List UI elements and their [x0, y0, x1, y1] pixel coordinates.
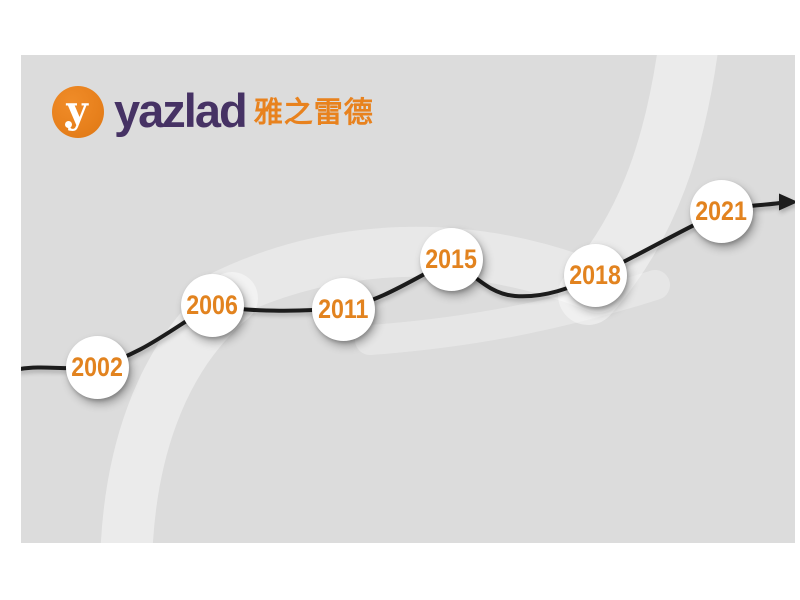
arrow-right-icon — [779, 193, 795, 211]
swirl-middle — [189, 226, 623, 325]
swirl-middle-lower — [355, 270, 670, 355]
milestone-node-6: 2021 — [690, 180, 753, 243]
milestone-year: 2011 — [318, 294, 369, 324]
milestone-node-1: 2002 — [66, 336, 129, 399]
logo-dot — [65, 121, 72, 128]
milestone-node-2: 2006 — [181, 274, 244, 337]
milestone-year: 2015 — [425, 244, 478, 274]
milestone-year: 2018 — [569, 260, 622, 290]
milestone-year: 2002 — [71, 352, 124, 382]
brand-name: yazlad — [114, 83, 248, 137]
brand-chinese-name: 雅之雷德 — [253, 96, 374, 129]
milestone-node-5: 2018 — [564, 244, 627, 307]
milestone-node-3: 2011 — [312, 278, 375, 341]
logo-letter-y: y — [66, 87, 88, 132]
milestone-year: 2006 — [186, 290, 239, 320]
milestone-year: 2021 — [695, 196, 748, 226]
milestone-node-4: 2015 — [420, 228, 483, 291]
brand-logo-mark: y — [52, 86, 104, 138]
brand-logo: y yazlad 雅之雷德 — [52, 84, 374, 140]
background-panel — [21, 55, 795, 543]
